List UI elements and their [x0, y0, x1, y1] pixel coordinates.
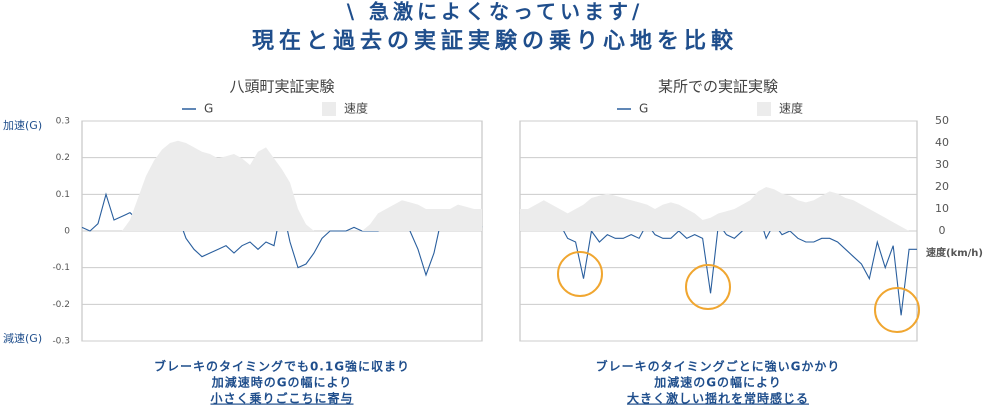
y-tick-label: 0.2 [56, 153, 70, 163]
legend-label: G [639, 102, 648, 116]
y2-tick-label: 10 [935, 202, 949, 215]
caption: 加減速のGの幅により [653, 375, 782, 390]
caption: 小さく乗りごこちに寄与 [210, 391, 353, 406]
y-tick-label: -0.3 [52, 337, 70, 347]
y-tick-label: 0 [64, 227, 70, 237]
caption: ブレーキのタイミングごとに強いGかかり [596, 359, 841, 374]
legend-swatch [322, 102, 336, 116]
y-tick-label: 0.3 [56, 117, 70, 127]
legend-label: 速度 [344, 101, 368, 116]
y2-tick-label: 40 [935, 136, 949, 149]
speed-area [82, 140, 482, 231]
y2-axis-label: 速度(km/h) [926, 246, 983, 259]
y2-tick-label: 20 [935, 180, 949, 193]
highlight-ring [874, 287, 920, 333]
y2-tick-label: 0 [939, 224, 946, 237]
y2-tick-label: 30 [935, 158, 949, 171]
caption: 大きく激しい揺れを常時感じる [627, 391, 809, 406]
y-axis-label: 加速(G) [3, 119, 42, 132]
headline: 現在と過去の実証実験の乗り心地を比較 [252, 28, 738, 54]
caption: ブレーキのタイミングでも0.1G強に収まり [154, 359, 410, 374]
y-tick-label: -0.1 [52, 263, 70, 273]
legend-label: G [204, 102, 213, 116]
y-axis-label: 減速(G) [3, 331, 42, 345]
tagline: \ 急激によくなっています/ [347, 0, 644, 24]
chart-title: 某所での実証実験 [658, 78, 778, 96]
y-tick-label: 0.1 [56, 190, 70, 200]
highlight-ring [685, 264, 731, 310]
caption: 加減速時のGの幅により [211, 375, 353, 390]
speed-area [520, 187, 917, 231]
chart-title: 八頭町実証実験 [229, 78, 334, 96]
y2-tick-label: 50 [935, 114, 949, 127]
y-tick-label: -0.2 [52, 300, 70, 310]
legend-label: 速度 [779, 101, 803, 116]
legend-swatch [757, 102, 771, 116]
highlight-ring [557, 251, 603, 297]
